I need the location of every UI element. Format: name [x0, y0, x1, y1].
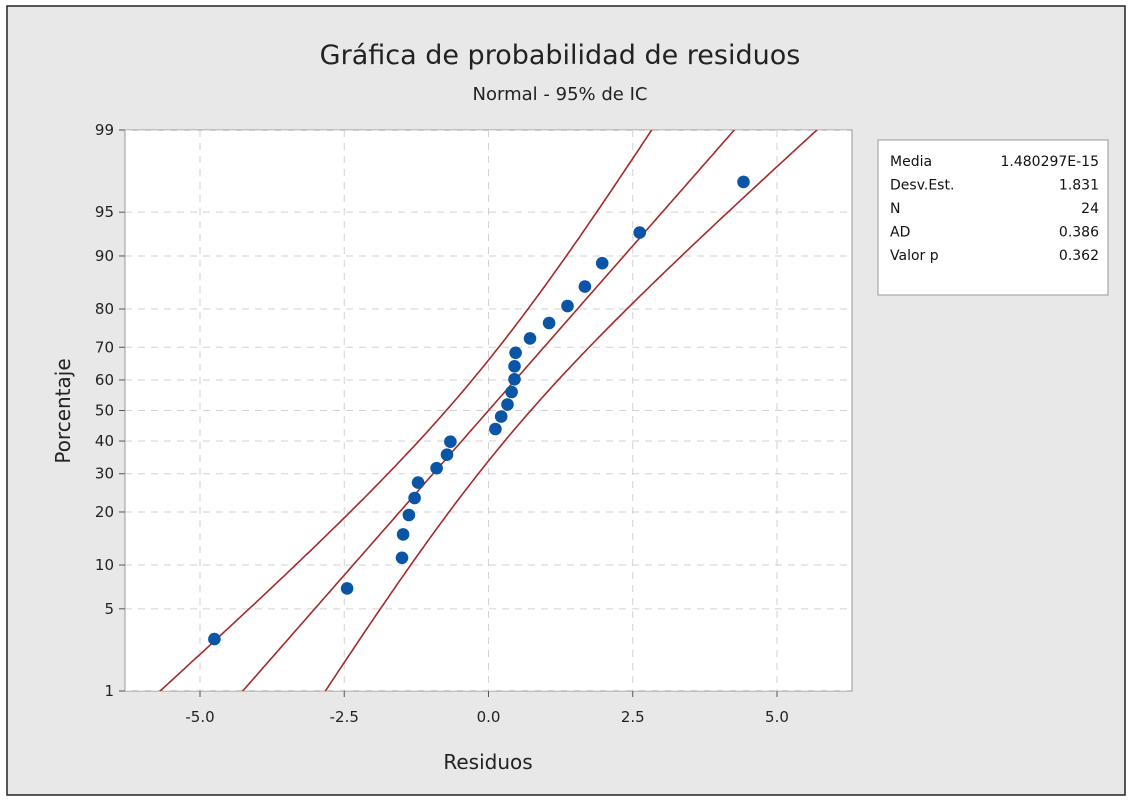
stats-value: 24: [1081, 201, 1099, 217]
stats-label: Media: [890, 154, 932, 170]
x-axis-ticks: -5.0 -2.5 0.0 2.5 5.0: [185, 691, 789, 726]
x-tick-label: 0.0: [477, 708, 501, 726]
stats-value: 0.362: [1059, 248, 1099, 264]
stats-label: N: [890, 201, 900, 217]
x-tick-label: 2.5: [621, 708, 645, 726]
stats-label: AD: [890, 225, 910, 241]
stats-legend: Media 1.480297E-15 Desv.Est. 1.831 N 24 AD 0.38…: [877, 139, 1109, 296]
data-point: [444, 435, 457, 449]
x-tick-label: -5.0: [185, 708, 214, 726]
data-point: [489, 422, 502, 436]
y-tick-label: 30: [95, 465, 114, 483]
y-axis-label: Porcentaje: [51, 358, 75, 463]
data-point: [440, 448, 454, 462]
data-point: [578, 280, 592, 293]
y-tick-label: 60: [95, 371, 114, 389]
data-point: [395, 551, 409, 565]
y-axis-ticks: 1 5 10 20 30 40 50 60 70 80 90 95 99: [95, 121, 125, 700]
data-point: [595, 256, 609, 270]
data-point: [208, 632, 221, 646]
data-point: [505, 385, 518, 399]
data-point: [508, 373, 521, 386]
y-tick-label: 99: [95, 121, 114, 139]
data-point: [501, 398, 514, 411]
data-point: [494, 410, 508, 423]
grid-lines: [125, 130, 852, 691]
data-point: [408, 491, 421, 505]
y-tick-label: 1: [104, 682, 114, 700]
fit-and-ci-lines: [158, 130, 819, 691]
y-tick-label: 5: [104, 600, 114, 618]
data-point: [523, 332, 537, 345]
stats-value: 1.480297E-15: [1000, 154, 1099, 170]
y-tick-label: 80: [95, 300, 114, 318]
data-point: [396, 528, 410, 541]
data-point: [402, 508, 416, 522]
y-tick-label: 70: [95, 338, 114, 356]
x-axis-label: Residuos: [443, 750, 532, 774]
data-point: [737, 175, 750, 189]
y-tick-label: 95: [95, 203, 114, 221]
stats-label: Valor p: [890, 248, 939, 264]
y-tick-label: 40: [95, 432, 114, 450]
data-points: [208, 175, 750, 646]
data-point: [508, 360, 521, 373]
y-tick-label: 50: [95, 402, 114, 420]
data-point: [633, 226, 646, 239]
data-point: [340, 582, 354, 595]
stats-legend-box: [877, 139, 1109, 296]
data-point: [411, 476, 425, 489]
y-tick-label: 20: [95, 503, 114, 521]
data-point: [542, 316, 556, 330]
confidence-band-right: [324, 130, 819, 691]
fit-line: [241, 130, 736, 691]
data-point: [561, 299, 574, 313]
stats-value: 0.386: [1059, 225, 1099, 241]
confidence-band-left: [158, 130, 653, 691]
x-tick-label: 5.0: [765, 708, 789, 726]
chart-subtitle: Normal - 95% de IC: [473, 84, 648, 105]
x-tick-label: -2.5: [330, 708, 359, 726]
data-point: [430, 461, 443, 475]
y-tick-label: 10: [95, 556, 114, 574]
y-tick-label: 90: [95, 247, 114, 265]
stats-value: 1.831: [1059, 178, 1099, 194]
chart-title: Gráfica de probabilidad de residuos: [320, 40, 801, 71]
stats-label: Desv.Est.: [890, 178, 954, 194]
data-point: [509, 346, 522, 360]
